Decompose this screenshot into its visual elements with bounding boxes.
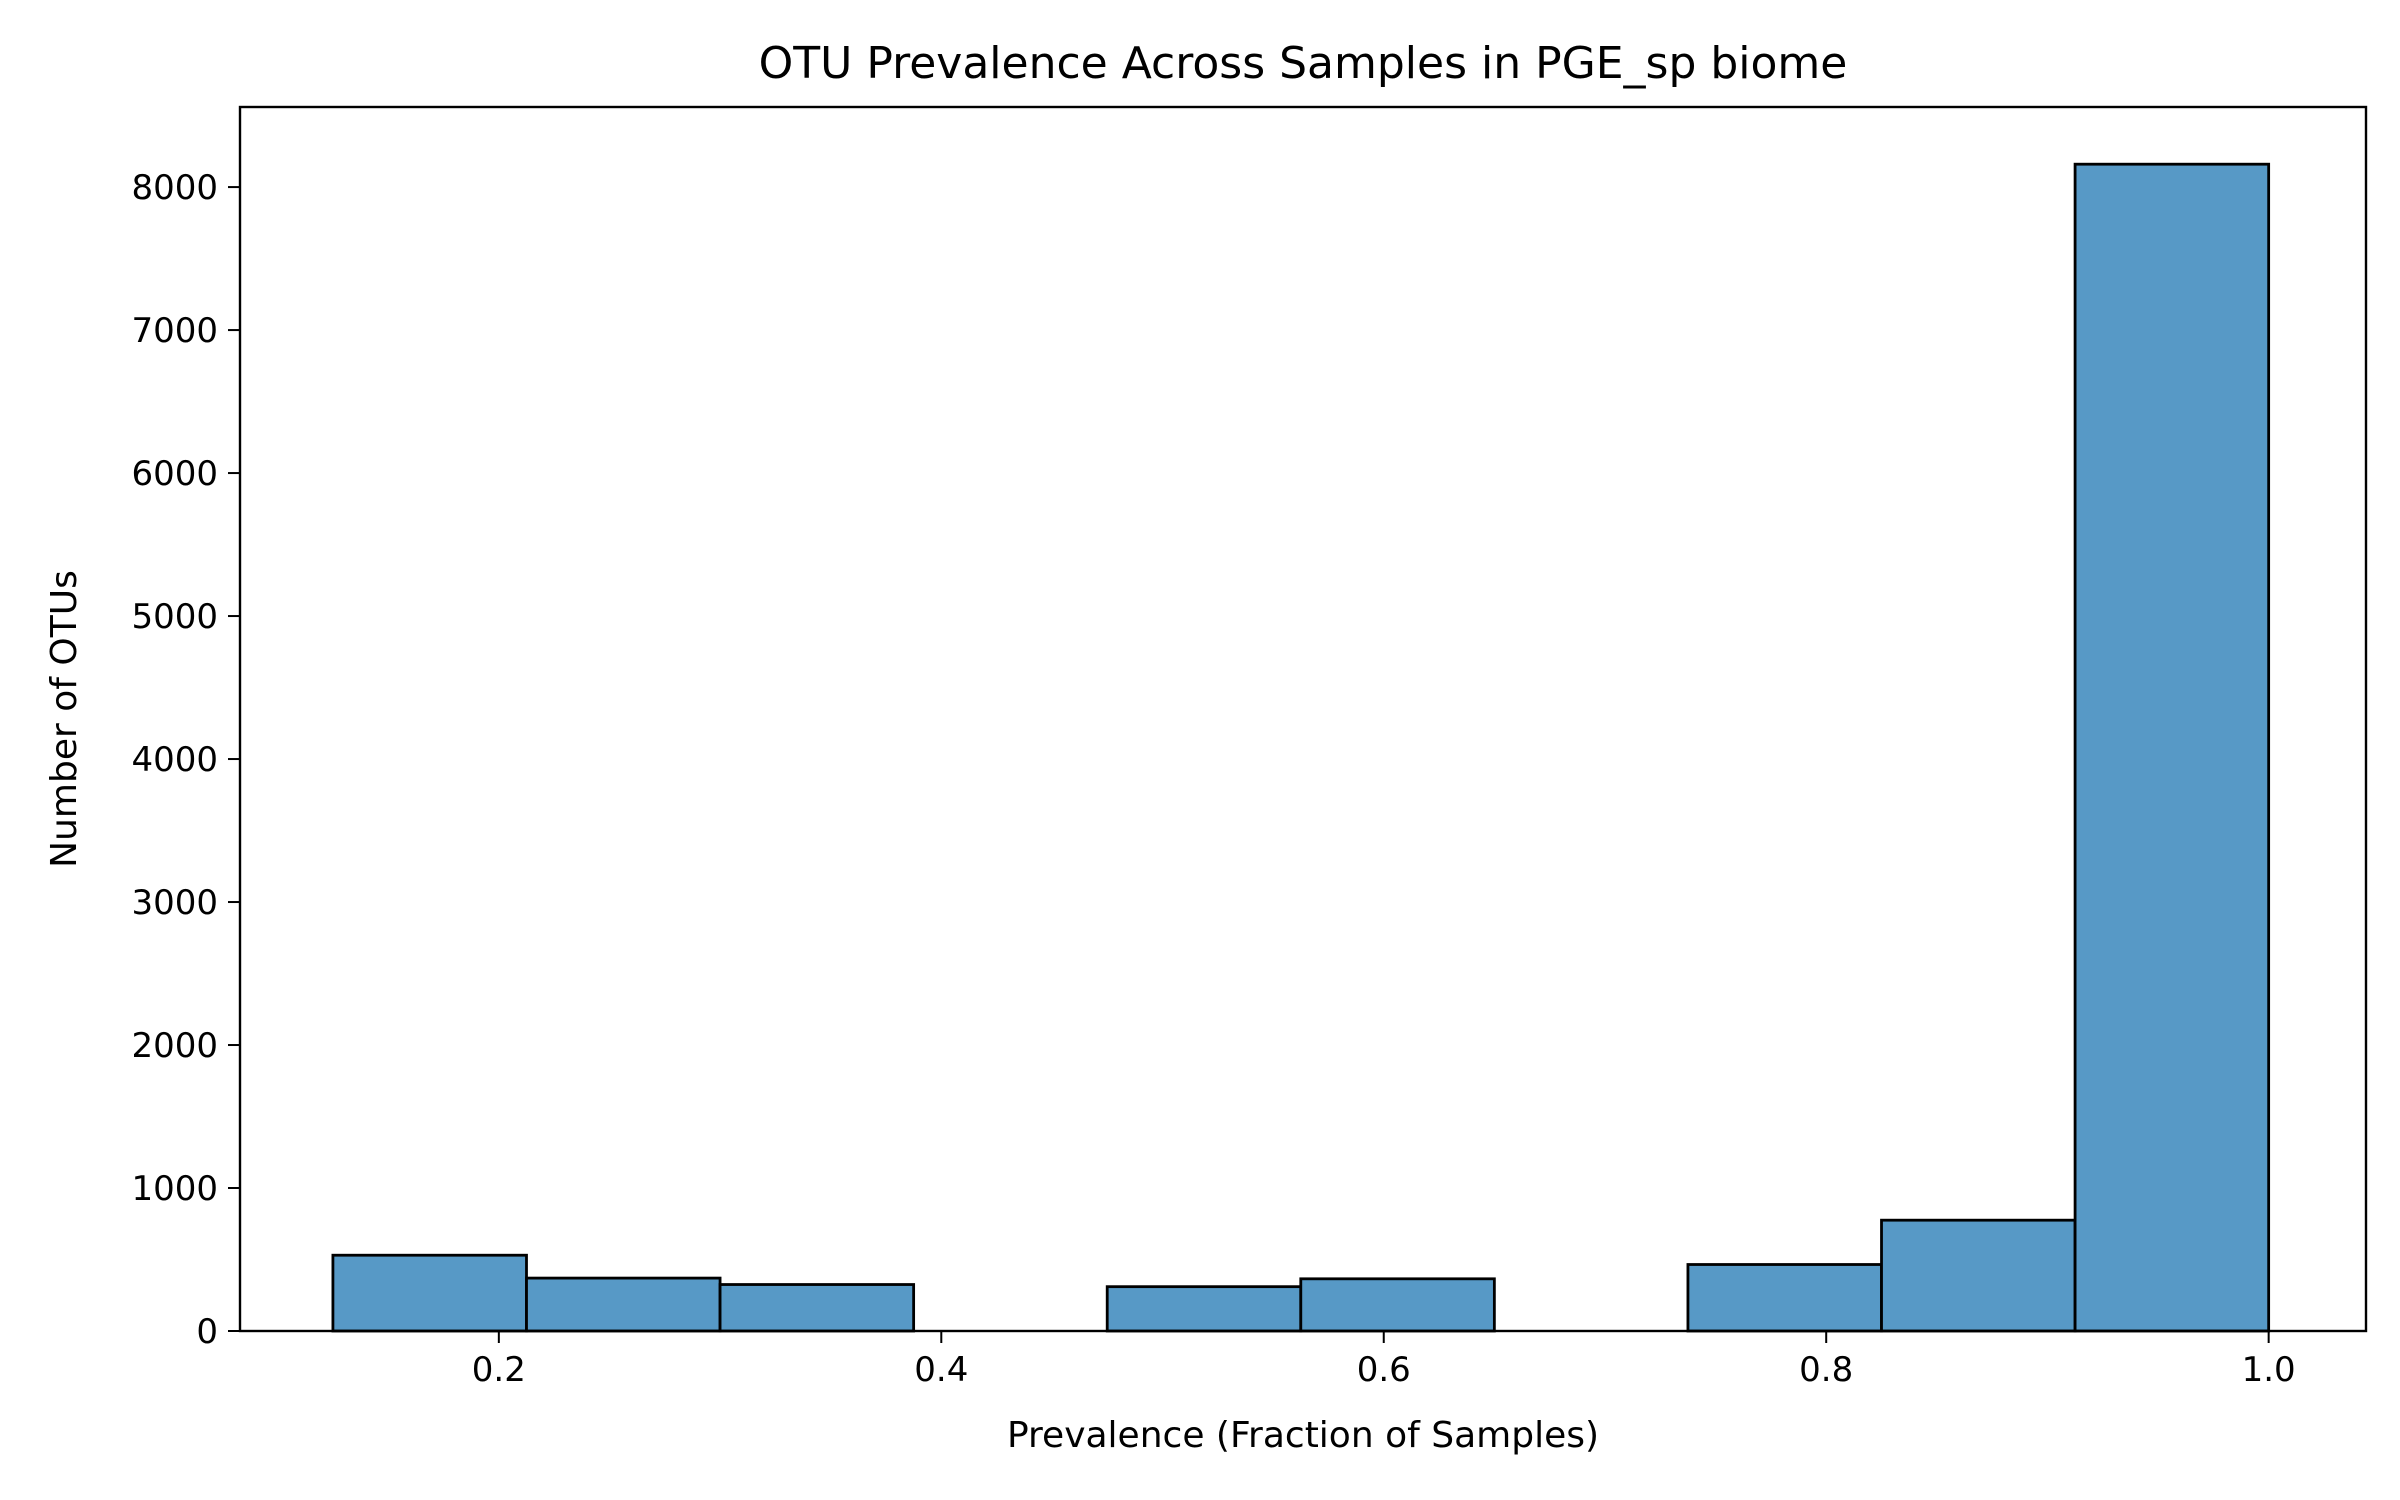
y-tick-label: 4000 bbox=[131, 740, 218, 780]
chart-title: OTU Prevalence Across Samples in PGE_sp … bbox=[759, 38, 1848, 89]
histogram-bar-1 bbox=[331, 1253, 528, 1333]
histogram-bar-10 bbox=[2073, 162, 2271, 1333]
y-tick-label: 0 bbox=[196, 1312, 218, 1352]
x-tick-label: 0.2 bbox=[472, 1350, 526, 1390]
y-axis: 0 1000 2000 3000 4000 5000 6000 7000 8000 bbox=[131, 168, 240, 1352]
y-axis-title: Number of OTUs bbox=[44, 570, 85, 868]
y-tick-label: 8000 bbox=[131, 168, 218, 208]
y-tick-label: 6000 bbox=[131, 454, 218, 494]
histogram-bar-3 bbox=[718, 1283, 916, 1333]
histogram-bar-5 bbox=[1105, 1285, 1303, 1333]
bars-group bbox=[331, 162, 2271, 1333]
plot-frame bbox=[238, 105, 2368, 1333]
x-tick-label: 0.4 bbox=[914, 1350, 968, 1390]
x-tick-label: 0.8 bbox=[1799, 1350, 1853, 1390]
y-tick-label: 2000 bbox=[131, 1026, 218, 1066]
y-tick-label: 5000 bbox=[131, 597, 218, 637]
histogram-bar-2 bbox=[525, 1276, 722, 1333]
x-tick-label: 1.0 bbox=[2242, 1350, 2296, 1390]
y-tick-label: 7000 bbox=[131, 311, 218, 351]
x-axis: 0.2 0.4 0.6 0.8 1.0 bbox=[472, 1331, 2296, 1390]
histogram-bar-9 bbox=[1880, 1218, 2077, 1333]
histogram-bar-6 bbox=[1299, 1277, 1496, 1333]
histogram-bar-8 bbox=[1686, 1263, 1883, 1333]
y-tick-label: 3000 bbox=[131, 883, 218, 923]
x-axis-title: Prevalence (Fraction of Samples) bbox=[1007, 1415, 1599, 1456]
y-tick-label: 1000 bbox=[131, 1169, 218, 1209]
x-tick-label: 0.6 bbox=[1357, 1350, 1411, 1390]
